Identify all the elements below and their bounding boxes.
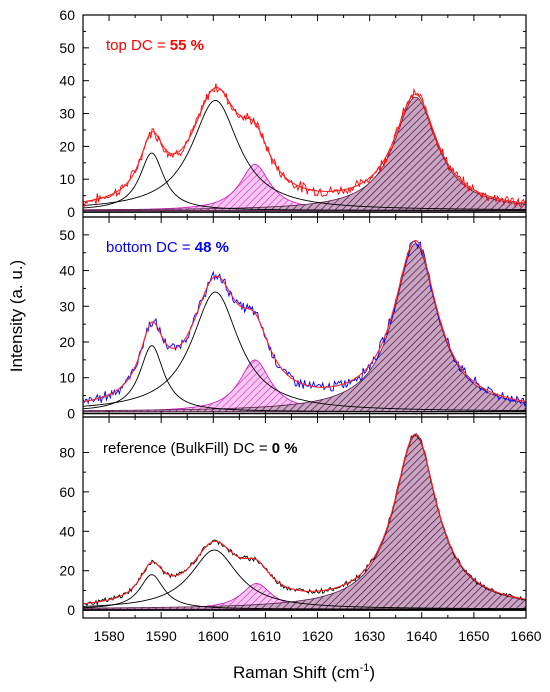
panel-label-value: 48 % xyxy=(195,239,229,256)
cumulative-fit-curve xyxy=(83,86,526,204)
y-tick-label: 40 xyxy=(59,73,75,89)
x-tick-labels: 1580 1590 1600 1610 1620 1630 1640 1650 1660 xyxy=(93,628,541,644)
x-tick-label: 1630 xyxy=(354,628,385,644)
panel-label-value: 0 % xyxy=(272,440,298,457)
y-tick-label: 60 xyxy=(59,7,75,23)
fitted-peak-outline xyxy=(83,574,526,610)
fitted-peak-outline xyxy=(83,345,526,412)
y-tick-label: 50 xyxy=(59,40,75,56)
y-tick-label: 50 xyxy=(59,227,75,243)
y-axis-label: Intensity (a. u.) xyxy=(7,260,26,372)
panel-1: 0 10 20 30 40 50 bottom DC = 48 % xyxy=(59,216,527,421)
plot-area xyxy=(83,83,526,213)
fitted-peak-hatched xyxy=(83,435,526,610)
panel-2: 0 20 40 60 80 reference (BulkFill) DC = 0 % xyxy=(59,416,527,619)
y-tick-label: 10 xyxy=(59,171,75,187)
x-tick-label: 1620 xyxy=(302,628,333,644)
x-axis-label-main: Raman Shift (cm xyxy=(233,663,360,682)
plot-area xyxy=(83,433,526,611)
y-tick-label: 40 xyxy=(59,523,75,539)
y-tick-label: 60 xyxy=(59,484,75,500)
panel-label-text: bottom DC = xyxy=(106,239,195,256)
fitted-peak-hatched xyxy=(83,243,526,413)
y-tick-label: 0 xyxy=(67,602,75,618)
x-tick-label: 1640 xyxy=(406,628,437,644)
y-tick-label: 30 xyxy=(59,106,75,122)
y-tick-label: 40 xyxy=(59,263,75,279)
x-axis-label: Raman Shift (cm-1) xyxy=(233,662,375,682)
y-tick-label: 20 xyxy=(59,334,75,350)
x-tick-label: 1610 xyxy=(250,628,281,644)
fitted-peak-outline xyxy=(83,291,526,412)
panel-label: bottom DC = 48 % xyxy=(106,239,229,256)
panel-label: top DC = 55 % xyxy=(106,37,204,54)
plot-area xyxy=(83,239,526,415)
x-tick-label: 1590 xyxy=(146,628,177,644)
x-tick-label: 1650 xyxy=(458,628,489,644)
panel-label-value: 55 % xyxy=(170,37,204,54)
x-tick-label: 1660 xyxy=(510,628,541,644)
y-tick-label: 20 xyxy=(59,563,75,579)
y-tick-label: 20 xyxy=(59,138,75,154)
panel-label-text: top DC = xyxy=(106,37,170,54)
y-tick-label: 0 xyxy=(67,204,75,220)
panel-label-text: reference (BulkFill) DC = xyxy=(103,440,272,457)
x-axis-label-close: ) xyxy=(369,663,375,682)
y-tick-label: 0 xyxy=(67,405,75,421)
cumulative-fit-curve xyxy=(83,433,526,605)
y-tick-label: 10 xyxy=(59,370,75,386)
panels-group: 0 10 20 30 40 50 60 top DC = 55 % 0 10 20 30 40 50 bot… xyxy=(59,7,541,644)
fitted-peak-outline xyxy=(83,152,526,211)
panel-label: reference (BulkFill) DC = 0 % xyxy=(103,440,298,457)
x-axis-label-superscript: -1 xyxy=(360,662,370,674)
fitted-peak-outline xyxy=(83,99,526,210)
panel-frame xyxy=(82,416,527,619)
x-tick-label: 1600 xyxy=(198,628,229,644)
y-tick-label: 80 xyxy=(59,444,75,460)
panel-0: 0 10 20 30 40 50 60 top DC = 55 % xyxy=(59,7,527,220)
x-tick-label: 1580 xyxy=(93,628,124,644)
fitted-peak-outline xyxy=(83,549,526,610)
y-tick-label: 30 xyxy=(59,298,75,314)
fitted-peak-hatched xyxy=(83,96,526,211)
cumulative-fit-curve xyxy=(83,239,526,403)
